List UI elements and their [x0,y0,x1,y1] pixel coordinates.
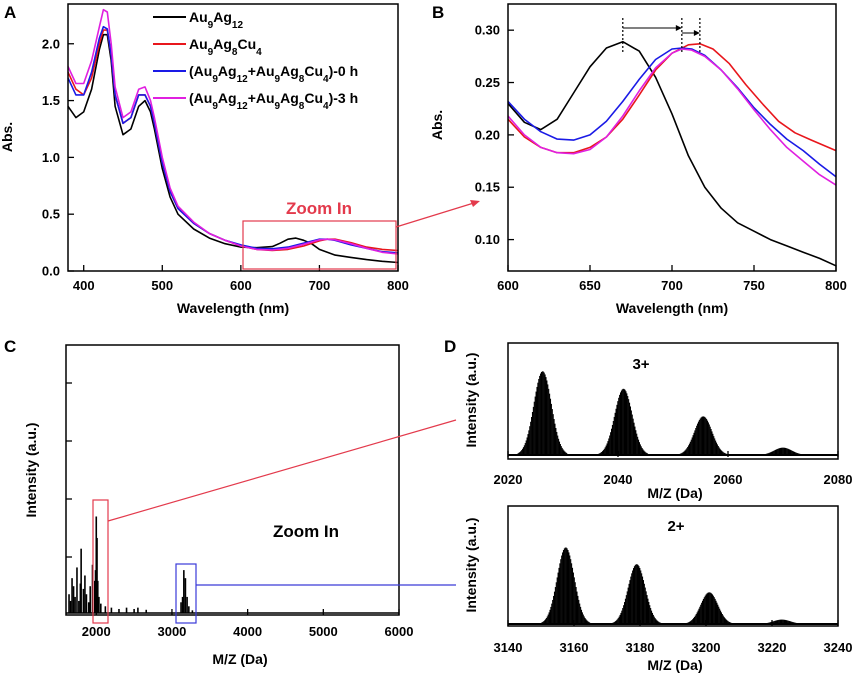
zoom-connector-a [395,201,478,228]
b-series-1 [507,43,837,154]
panel-label-c: C [4,337,16,356]
a-y-tick-label: 1.0 [42,150,60,165]
b-y-tick-label: 0.30 [475,23,500,38]
b-series-3 [507,48,837,186]
plot-frame-d-bottom [507,505,839,627]
db-x-tick-label: 3140 [494,640,523,655]
zoom-box-a [242,220,397,270]
a-y-tick-label: 1.5 [42,93,60,108]
zoom-in-label-a: Zoom In [286,199,352,218]
dt-x-tick-label: 2040 [604,472,633,487]
x-axis-title-c: M/Z (Da) [212,651,267,667]
zoom-arrow-head [470,200,480,207]
b-series-0 [507,40,837,267]
chart-b: 600 650 700 750 800 0.10 0.15 0.20 0.25 0.30 Abs.… [429,3,847,316]
zoom-box-c-red [92,499,109,624]
b-y-tick-label: 0.25 [475,75,500,90]
a-series-0 [67,33,399,264]
db-x-tick-label: 3160 [560,640,589,655]
y-axis-title-d-bottom: Intensity (a.u.) [463,518,479,613]
shift-arrow-0h-head [675,25,682,31]
a-y-tick-label: 0.5 [42,207,60,222]
panel-label-a: A [4,3,16,22]
a-x-tick-label: 400 [73,278,95,293]
chart-a: 400 500 600 700 800 0.0 0.5 1.0 1.5 2.0 Abs. Wave… [0,3,480,316]
panel-label-d: D [444,337,456,356]
a-x-tick-label: 800 [387,278,409,293]
a-y-tick-label: 2.0 [42,36,60,51]
zoom-in-label-c: Zoom In [273,522,339,541]
x-axis-title-a: Wavelength (nm) [177,300,289,316]
b-x-tick-label: 800 [825,278,847,293]
plot-frame-c [65,344,400,616]
b-x-tick-label: 650 [579,278,601,293]
b-x-tick-label: 750 [743,278,765,293]
y-axis-title-a: Abs. [0,122,15,152]
x-axis-title-b: Wavelength (nm) [616,300,728,316]
c-x-tick-label: 5000 [309,624,338,639]
dt-x-tick-label: 2060 [714,472,743,487]
legend-entry-3: (Au9Ag12+Au9Ag8Cu4)-3 h [189,90,358,112]
b-y-tick-label: 0.10 [475,232,500,247]
b-y-tick-label: 0.15 [475,180,500,195]
dt-x-tick-label: 2020 [494,472,523,487]
b-x-tick-label: 600 [497,278,519,293]
shift-arrow-3h-head [693,30,700,36]
legend-entry-2: (Au9Ag12+Au9Ag8Cu4)-0 h [189,63,358,85]
db-x-tick-label: 3220 [758,640,787,655]
b-x-tick-label: 700 [661,278,683,293]
zoom-box-c-blue [175,563,197,624]
x-axis-title-d-top: M/Z (Da) [647,485,702,501]
db-x-tick-label: 3180 [626,640,655,655]
plot-frame-b [507,3,837,272]
chart-d-bottom: 3140 3160 3180 3200 3220 3240 2+ Intensity (a… [463,505,853,673]
a-series-3 [67,8,399,255]
legend-entry-1: Au9Ag8Cu4 [189,36,262,58]
y-axis-title-d-top: Intensity (a.u.) [463,353,479,448]
charge-label-3plus: 3+ [632,356,649,373]
b-series-2 [507,47,837,178]
legend-entry-0: Au9Ag12 [189,9,243,31]
c-x-tick-label: 3000 [157,624,186,639]
legend-a: Au9Ag12 Au9Ag8Cu4 (Au9Ag12+Au9Ag8Cu4)-0 h (… [153,9,358,112]
a-y-tick-label: 0.0 [42,264,60,279]
b-y-tick-label: 0.20 [475,127,500,142]
c-x-tick-label: 6000 [385,624,414,639]
chart-c: 2000 3000 4000 5000 6000 Intensity (a.u.) M/… [23,344,457,667]
c-x-tick-label: 4000 [233,624,262,639]
plot-frame-d-top [507,342,839,460]
panel-label-b: B [432,3,444,22]
peak-shift-markers [622,18,701,54]
a-x-tick-label: 500 [151,278,173,293]
y-axis-title-b: Abs. [429,110,445,140]
a-series-2 [67,25,399,254]
y-axis-title-c: Intensity (a.u.) [23,423,39,518]
db-x-tick-label: 3240 [824,640,853,655]
charge-label-2plus: 2+ [667,518,684,535]
chart-d-top: 2020 2040 2060 2080 3+ Intensity (a.u.) M/Z… [463,342,853,501]
c-x-tick-label: 2000 [82,624,111,639]
db-x-tick-label: 3200 [692,640,721,655]
dt-x-tick-label: 2080 [824,472,853,487]
a-x-tick-label: 700 [309,278,331,293]
a-x-tick-label: 600 [230,278,252,293]
x-axis-title-d-bottom: M/Z (Da) [647,657,702,673]
plot-frame-a [67,3,399,272]
zoom-connector-red [107,419,457,522]
